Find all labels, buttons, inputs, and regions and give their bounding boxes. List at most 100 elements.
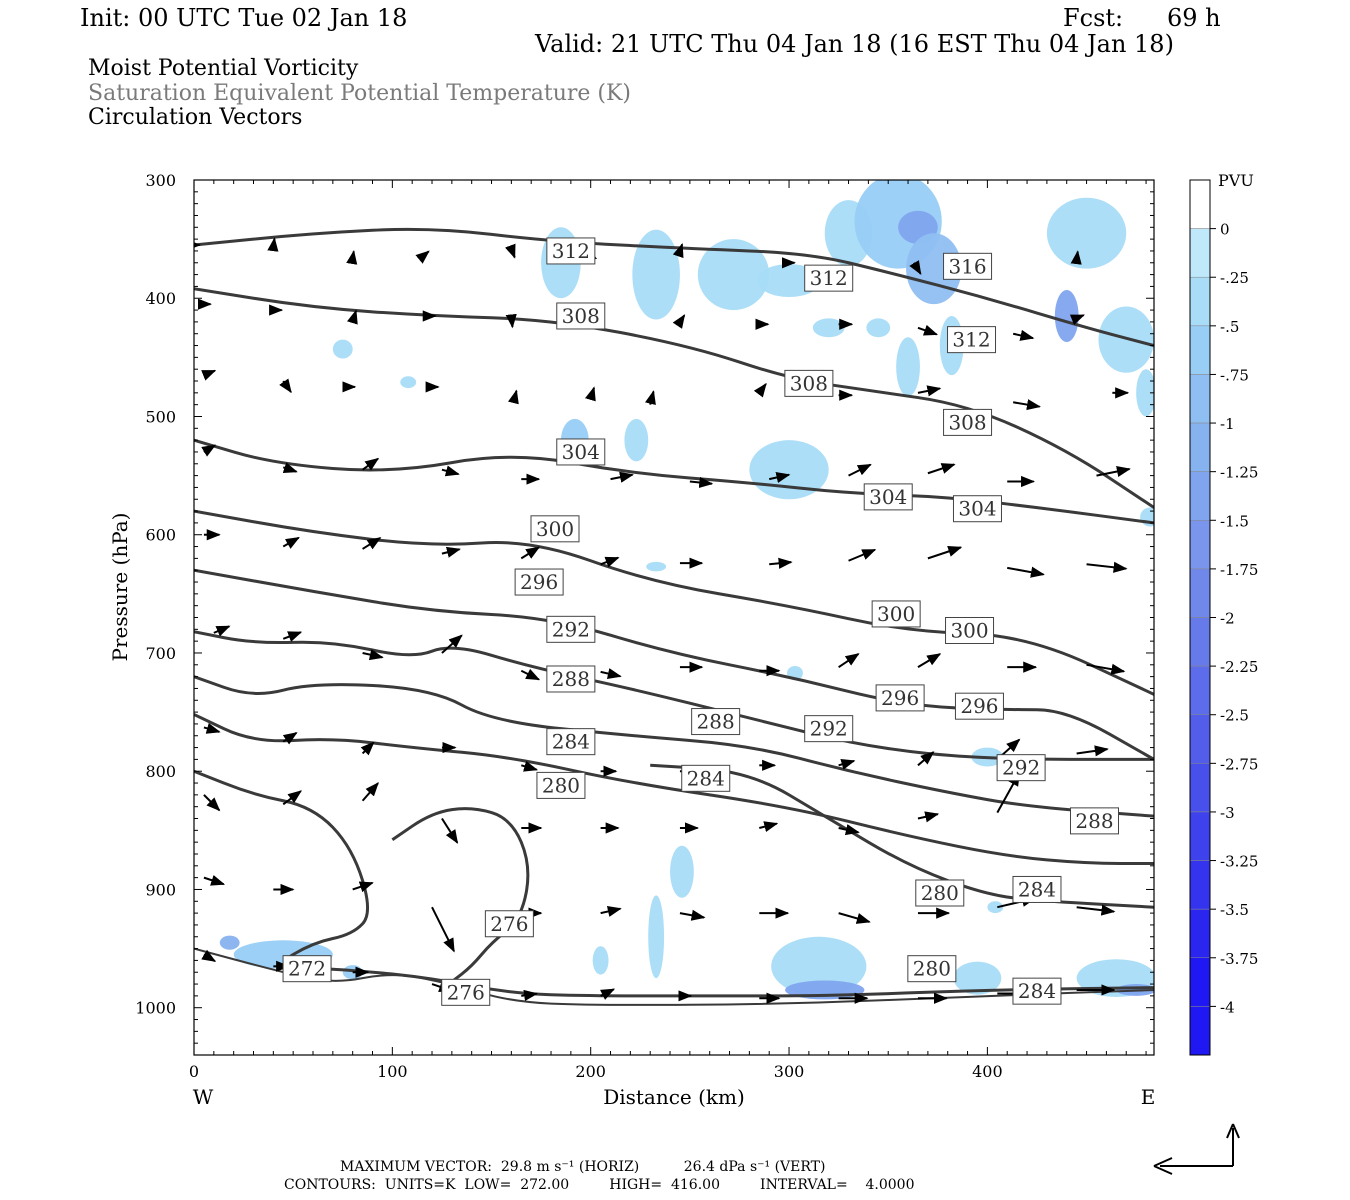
contour-label: 316 <box>943 252 993 280</box>
circulation-vector <box>838 824 860 836</box>
circulation-vector <box>838 912 871 924</box>
circulation-vector <box>1076 745 1109 757</box>
contour-label-box <box>784 369 834 397</box>
contour-label-box <box>863 483 913 511</box>
contour-label-text: 304 <box>869 485 907 509</box>
pv-region <box>987 901 1004 914</box>
circulation-vector <box>838 653 860 668</box>
pv-region <box>697 239 770 311</box>
circulation-vector <box>346 309 358 325</box>
circulation-vector <box>1076 904 1116 916</box>
circulation-vector <box>360 741 375 756</box>
contour-label-box <box>556 438 606 466</box>
contour-label: 280 <box>536 771 586 799</box>
contour-label: 292 <box>804 715 854 743</box>
circulation-vector <box>917 751 935 767</box>
title-theta-es: Saturation Equivalent Potential Temperat… <box>88 81 631 106</box>
circulation-vectors <box>194 237 1131 1004</box>
contour-line <box>194 568 1154 761</box>
colorbar-swatch <box>1189 520 1211 570</box>
circulation-vector <box>504 243 516 259</box>
contour-label-text: 316 <box>948 254 986 278</box>
colorbar-swatch <box>1189 276 1211 327</box>
title-pv: Moist Potential Vorticity <box>88 56 359 81</box>
colorbar-swatch <box>1189 179 1211 229</box>
circulation-vector <box>600 668 622 680</box>
colorbar-swatch <box>1189 908 1211 959</box>
circulation-vector <box>600 556 620 568</box>
contour-label: 308 <box>943 408 993 436</box>
circulation-vector <box>917 324 938 336</box>
colorbar-tick-label: -4 <box>1220 998 1235 1016</box>
pv-colorbar: 0 -.25 -.5 -.75 -1 -1.25 -1.5 -1.75 -2 -2.25 -2.5 -… <box>1189 179 1258 1056</box>
circulation-vector <box>441 465 460 477</box>
contour-label-box <box>681 764 731 792</box>
contour-label-box <box>546 728 596 756</box>
circulation-vector <box>362 649 384 661</box>
circulation-vector <box>203 723 221 734</box>
forecast-label: Fcst: <box>1063 4 1124 32</box>
colorbar-tick-label: -.25 <box>1220 269 1249 287</box>
contour-line <box>194 287 1154 509</box>
circulation-vector <box>415 250 430 264</box>
circulation-vector <box>679 909 706 921</box>
y-tick-label: 300 <box>145 171 176 190</box>
colorbar-tick-label: -.5 <box>1220 318 1239 336</box>
circulation-vector <box>769 557 793 569</box>
contour-label-text: 280 <box>921 881 959 905</box>
circulation-vector <box>1013 399 1041 411</box>
circulation-vector <box>1096 465 1131 477</box>
circulation-vector <box>645 390 656 406</box>
contour-label: 284 <box>1012 875 1062 903</box>
contour-label-text: 312 <box>552 239 590 263</box>
contour-label: 296 <box>954 692 1004 720</box>
contour-label-box <box>875 684 925 712</box>
contour-label-text: 288 <box>697 710 735 734</box>
contour-label: 304 <box>952 495 1002 523</box>
circulation-vector <box>441 817 459 844</box>
x-west-label: W <box>193 1085 214 1109</box>
contour-label: 276 <box>484 910 534 938</box>
contour-label-box <box>996 754 1046 782</box>
circulation-vector <box>917 653 942 669</box>
contour-label-text: 312 <box>952 328 990 352</box>
circulation-vector <box>927 546 963 560</box>
colorbar-swatch <box>1189 957 1211 1007</box>
contour-label-text: 296 <box>881 686 919 710</box>
contour-label-text: 304 <box>958 497 996 521</box>
plot-frame <box>193 179 1155 1056</box>
contour-label-box <box>871 600 921 628</box>
contour-label-text: 312 <box>810 266 848 290</box>
circulation-vector <box>672 314 686 329</box>
contour-label-box <box>943 252 993 280</box>
circulation-vector <box>346 250 358 265</box>
init-time: Init: 00 UTC Tue 02 Jan 18 <box>80 4 408 32</box>
pv-region <box>648 895 665 979</box>
max-vector-note: MAXIMUM VECTOR: 29.8 m s⁻¹ (HORIZ) 26.4 … <box>340 1159 826 1175</box>
colorbar-swatch <box>1189 714 1211 764</box>
colorbar-tick-label: -3.25 <box>1220 853 1258 871</box>
pv-region <box>219 935 240 950</box>
circulation-vector <box>203 874 226 886</box>
y-tick-label: 500 <box>145 407 176 426</box>
contour-label: 304 <box>863 483 913 511</box>
x-east-label: E <box>1141 1085 1156 1109</box>
circulation-vector <box>600 905 622 917</box>
pv-region <box>624 418 649 462</box>
axes: 300 400 500 600 700 800 900 1000 0 100 200 300 400 <box>135 171 1154 1081</box>
pv-region <box>1136 369 1154 417</box>
y-tick-label: 900 <box>145 880 176 899</box>
contour-label: 276 <box>441 978 491 1006</box>
pv-region <box>1046 197 1127 269</box>
x-tick-label: 300 <box>774 1062 805 1081</box>
circulation-vector <box>201 369 217 381</box>
circulation-vector <box>505 313 517 329</box>
contour-label-box <box>514 568 564 596</box>
contour-label: 296 <box>875 684 925 712</box>
contour-line <box>391 807 530 983</box>
circulation-vector <box>600 988 616 1000</box>
circulation-vector <box>201 444 217 457</box>
contour-label-text: 284 <box>1018 979 1056 1003</box>
colorbar-tick-label: -2 <box>1220 610 1235 628</box>
